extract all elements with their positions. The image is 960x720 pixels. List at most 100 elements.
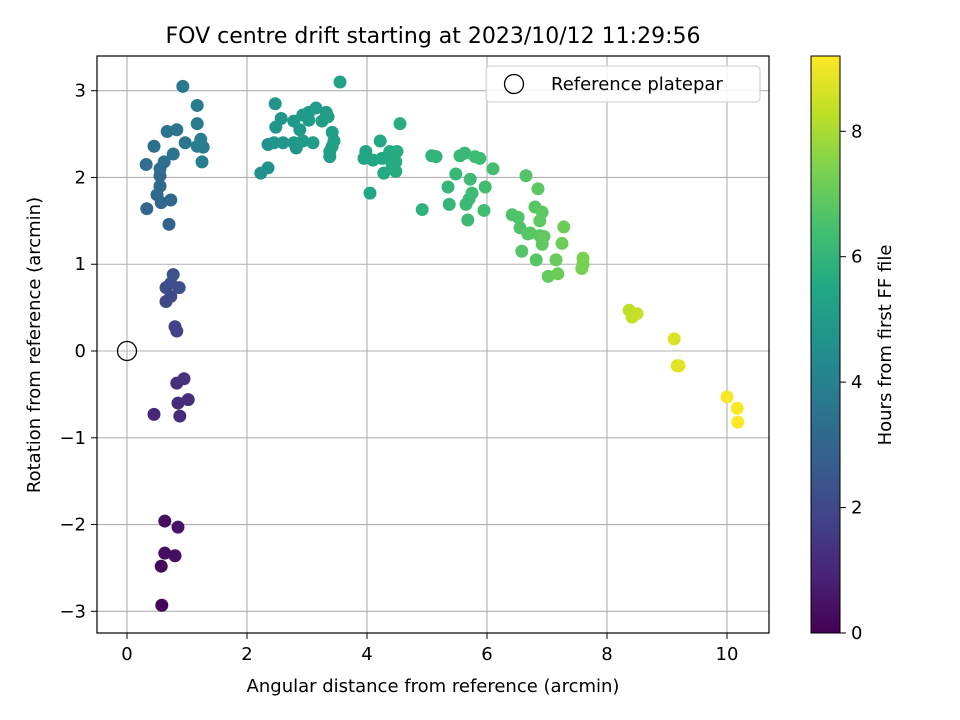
scatter-point <box>515 244 529 258</box>
y-tick-label: 1 <box>75 254 86 275</box>
scatter-point <box>190 98 204 112</box>
scatter-point <box>139 157 153 171</box>
scatter-point <box>267 136 281 150</box>
scatter-point <box>158 546 172 560</box>
scatter-point <box>519 169 533 183</box>
scatter-point <box>157 155 171 169</box>
scatter-point <box>172 281 186 295</box>
scatter-point <box>463 172 477 186</box>
scatter-point <box>477 203 491 217</box>
colorbar-label: Hours from first FF file <box>875 245 896 446</box>
y-tick-label: −3 <box>59 601 86 622</box>
scatter-point <box>171 396 185 410</box>
scatter-point <box>672 359 686 373</box>
scatter-point <box>458 146 472 160</box>
scatter-point <box>171 520 185 534</box>
y-tick-label: −1 <box>59 428 86 449</box>
scatter-point <box>178 136 192 150</box>
scatter-point <box>576 251 590 265</box>
y-tick-label: −2 <box>59 515 86 536</box>
scatter-point <box>268 97 282 111</box>
scatter-point <box>168 549 182 563</box>
scatter-point <box>321 110 335 124</box>
colorbar-tick-label: 4 <box>851 372 862 393</box>
scatter-point <box>478 180 492 194</box>
scatter-point <box>168 320 182 334</box>
x-tick-label: 6 <box>481 644 492 665</box>
scatter-point <box>389 164 403 178</box>
scatter-point <box>181 393 195 407</box>
scatter-point <box>389 155 403 169</box>
scatter-point <box>373 134 387 148</box>
y-tick-label: 2 <box>75 167 86 188</box>
x-tick-label: 8 <box>601 644 612 665</box>
scatter-point <box>309 101 323 115</box>
scatter-point <box>529 253 543 267</box>
scatter-point <box>359 144 373 158</box>
scatter-point <box>465 186 479 200</box>
scatter-point <box>630 307 644 321</box>
scatter-point <box>511 210 525 224</box>
scatter-point <box>377 166 391 180</box>
scatter-point <box>327 134 341 148</box>
colorbar-tick-label: 2 <box>851 498 862 519</box>
scatter-point <box>147 139 161 153</box>
colorbar-tick-label: 8 <box>851 121 862 142</box>
scatter-point <box>531 182 545 196</box>
scatter-point <box>441 180 455 194</box>
scatter-point <box>155 598 169 612</box>
scatter-point <box>549 253 563 267</box>
scatter-point <box>429 150 443 164</box>
scatter-point <box>147 407 161 421</box>
scatter-point <box>667 332 681 346</box>
scatter-point <box>535 205 549 219</box>
scatter-point <box>190 117 204 131</box>
scatter-point <box>160 124 174 138</box>
scatter-point <box>720 390 734 404</box>
scatter-point <box>442 197 456 211</box>
y-axis-ticks: −3 −2 −1 0 1 2 3 <box>59 81 97 622</box>
x-axis-ticks: 0 2 4 6 8 10 <box>121 633 738 665</box>
scatter-point <box>261 161 275 175</box>
scatter-point <box>555 236 569 250</box>
scatter-point <box>537 229 551 243</box>
scatter-point <box>731 415 745 429</box>
scatter-point <box>306 136 320 150</box>
legend-box <box>485 65 761 103</box>
colorbar-tick-label: 6 <box>851 247 862 268</box>
scatter-point <box>177 372 191 386</box>
colorbar-ticks: 0 2 4 6 8 <box>840 121 862 644</box>
scatter-point <box>162 217 176 231</box>
scatter-point <box>158 514 172 528</box>
scatter-point <box>393 117 407 131</box>
scatter-point <box>154 559 168 573</box>
legend: Reference platepar <box>485 65 761 103</box>
scatter-point <box>176 79 190 93</box>
scatter-point <box>473 151 487 165</box>
reference-platepar-marker <box>116 340 138 362</box>
scatter-point <box>461 213 475 227</box>
scatter-point <box>164 193 178 207</box>
scatter-point <box>449 167 463 181</box>
scatter-point <box>296 134 310 148</box>
scatter-point <box>195 155 209 169</box>
y-axis-label: Rotation from reference (arcmin) <box>24 197 45 493</box>
scatter-point <box>333 75 347 89</box>
legend-reference-marker-icon <box>503 73 525 95</box>
scatter-point <box>166 147 180 161</box>
scatter-point <box>293 123 307 137</box>
colorbar <box>810 55 841 634</box>
scatter-point <box>173 409 187 423</box>
scatter-point <box>486 162 500 176</box>
legend-entry-label: Reference platepar <box>551 74 723 95</box>
scatter-point <box>166 268 180 282</box>
data-points <box>139 75 745 612</box>
scatter-point <box>196 140 210 154</box>
x-tick-label: 4 <box>361 644 372 665</box>
scatter-point <box>557 220 571 234</box>
y-tick-label: 3 <box>75 81 86 102</box>
x-tick-label: 2 <box>241 644 252 665</box>
scatter-point <box>363 186 377 200</box>
scatter-point <box>551 267 565 281</box>
